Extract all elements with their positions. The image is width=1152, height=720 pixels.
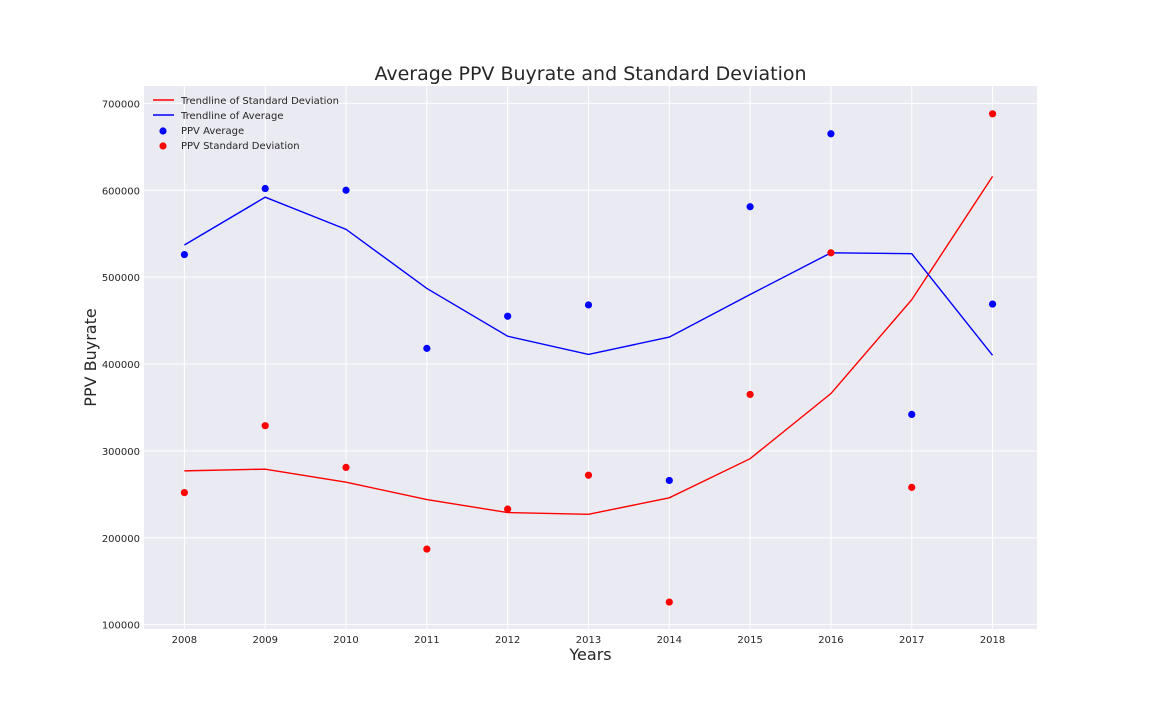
x-tick-label: 2018 — [980, 635, 1005, 646]
data-point — [827, 130, 835, 138]
data-point — [827, 249, 835, 257]
x-tick-label: 2011 — [414, 635, 439, 646]
series-group — [180, 110, 997, 606]
plot-area — [144, 86, 1037, 629]
data-point — [504, 312, 512, 320]
data-point — [665, 476, 673, 485]
y-axis-label: PPV Buyrate — [81, 308, 100, 406]
x-tick-label: 2009 — [252, 635, 277, 646]
x-axis-ticks: 2008 2009 2010 2011 2012 2013 2014 2015 2016 2017… — [172, 635, 1006, 646]
data-point — [908, 410, 916, 419]
x-tick-label: 2017 — [899, 635, 924, 646]
legend: Trendline of Standard Deviation Trendline… — [153, 96, 339, 152]
x-tick-label: 2010 — [333, 635, 358, 646]
data-point — [665, 598, 673, 606]
data-point — [180, 250, 189, 259]
legend-swatch-marker — [159, 127, 167, 135]
x-axis-label: Years — [568, 645, 611, 664]
series-line-1 — [184, 196, 994, 356]
y-tick-label: 300000 — [102, 447, 140, 458]
x-tick-label: 2015 — [737, 635, 762, 646]
x-tick-label: 2016 — [818, 635, 843, 646]
y-tick-label: 100000 — [102, 621, 140, 632]
y-tick-label: 700000 — [102, 99, 140, 110]
x-tick-label: 2014 — [657, 635, 682, 646]
legend-entry-label: Trendline of Standard Deviation — [180, 96, 339, 107]
data-point — [584, 471, 593, 479]
legend-entry-label: PPV Average — [181, 126, 244, 137]
data-point — [342, 463, 350, 472]
x-tick-label: 2012 — [495, 635, 520, 646]
chart-title: Average PPV Buyrate and Standard Deviati… — [374, 63, 806, 85]
data-point — [180, 488, 189, 497]
data-point — [988, 300, 997, 308]
data-point — [261, 422, 269, 430]
data-point — [988, 110, 997, 118]
data-point — [504, 505, 512, 513]
data-point — [261, 184, 269, 193]
y-tick-label: 400000 — [102, 360, 140, 371]
legend-swatch-marker — [159, 142, 167, 150]
data-point — [908, 483, 916, 491]
y-tick-label: 200000 — [102, 534, 140, 545]
y-tick-label: 500000 — [102, 273, 140, 284]
data-point — [423, 545, 431, 553]
y-tick-label: 600000 — [102, 186, 140, 197]
data-point — [746, 203, 754, 211]
data-point — [746, 390, 754, 399]
legend-entry-label: PPV Standard Deviation — [181, 141, 300, 152]
x-tick-label: 2013 — [576, 635, 601, 646]
x-tick-label: 2008 — [172, 635, 197, 646]
series-line-0 — [184, 175, 994, 516]
data-point — [584, 301, 593, 309]
data-point — [423, 344, 431, 352]
y-axis-ticks: 100000 200000 300000 400000 500000 600000 7000… — [102, 99, 140, 631]
data-point — [342, 186, 350, 194]
legend-entry-label: Trendline of Average — [180, 111, 283, 122]
